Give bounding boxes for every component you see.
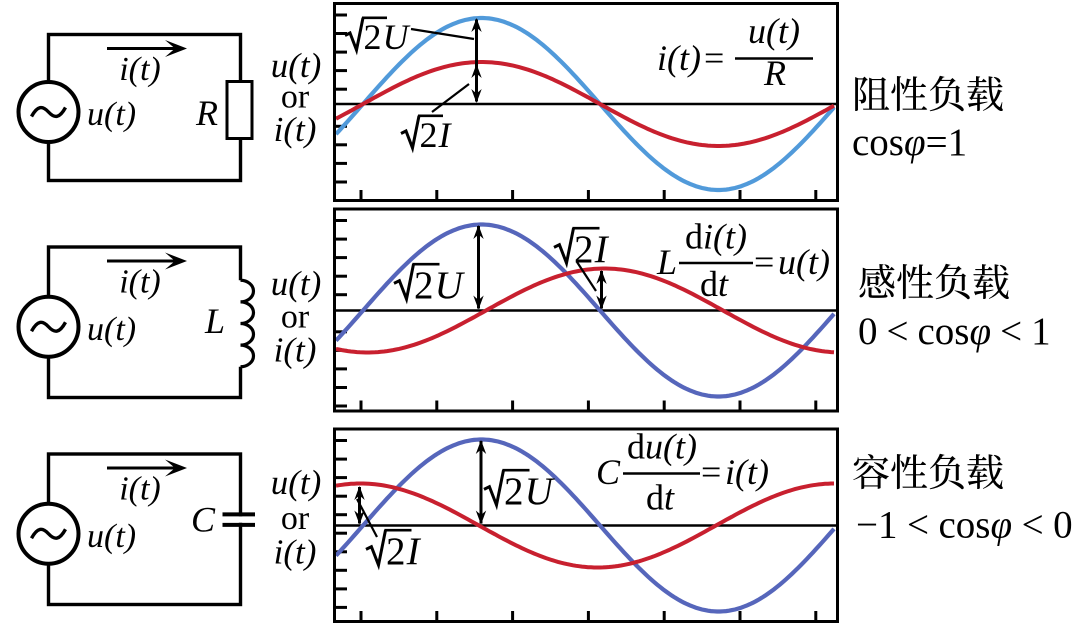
svg-text:U: U <box>435 264 466 307</box>
svg-text:I: I <box>594 228 610 271</box>
svg-text:u(t): u(t) <box>271 463 322 502</box>
svg-text:i(t): i(t) <box>274 110 317 149</box>
svg-text:=: = <box>701 452 721 492</box>
svg-text:2: 2 <box>574 228 594 271</box>
svg-text:L: L <box>204 301 225 341</box>
svg-text:i(t): i(t) <box>657 38 701 78</box>
svg-text:0<cosφ<1: 0 < cosφ <1 <box>858 310 1051 353</box>
svg-text:u(t): u(t) <box>748 11 800 51</box>
svg-text:i(t): i(t) <box>119 471 161 508</box>
svg-text:u(t): u(t) <box>87 96 136 133</box>
svg-text:2: 2 <box>364 17 382 57</box>
svg-text:I: I <box>406 530 422 573</box>
svg-text:R: R <box>195 93 218 133</box>
svg-text:U: U <box>383 17 411 57</box>
svg-text:di(t): di(t) <box>685 217 747 257</box>
svg-text:=: = <box>704 38 724 78</box>
svg-text:u(t): u(t) <box>271 46 322 85</box>
svg-text:i(t): i(t) <box>274 533 317 572</box>
svg-text:R: R <box>763 53 786 93</box>
svg-text:u(t): u(t) <box>87 518 136 555</box>
svg-text:u(t): u(t) <box>271 264 322 303</box>
svg-text:cosφ=1: cosφ=1 <box>852 121 967 164</box>
svg-text:du(t): du(t) <box>627 427 697 467</box>
svg-text:2: 2 <box>414 264 434 307</box>
svg-text:or: or <box>281 299 310 336</box>
svg-text:i(t): i(t) <box>274 331 317 370</box>
svg-text:i(t): i(t) <box>119 264 161 301</box>
svg-text:2: 2 <box>386 530 406 573</box>
svg-text:C: C <box>596 452 621 492</box>
svg-text:−1<cosφ<0: −1 < cosφ <0 <box>856 504 1073 547</box>
svg-text:=: = <box>754 242 774 282</box>
svg-text:C: C <box>191 499 216 539</box>
svg-text:u(t): u(t) <box>87 311 136 348</box>
svg-text:I: I <box>438 115 453 155</box>
svg-text:2: 2 <box>420 115 438 155</box>
svg-text:L: L <box>656 242 677 282</box>
svg-text:u(t): u(t) <box>778 242 830 282</box>
svg-text:or: or <box>281 500 310 537</box>
svg-text:i(t): i(t) <box>119 51 161 88</box>
svg-text:dt: dt <box>646 478 675 518</box>
svg-text:dt: dt <box>700 264 729 304</box>
svg-text:or: or <box>281 79 310 116</box>
svg-text:i(t): i(t) <box>725 452 769 492</box>
svg-text:2: 2 <box>504 470 524 513</box>
svg-text:U: U <box>525 470 556 513</box>
